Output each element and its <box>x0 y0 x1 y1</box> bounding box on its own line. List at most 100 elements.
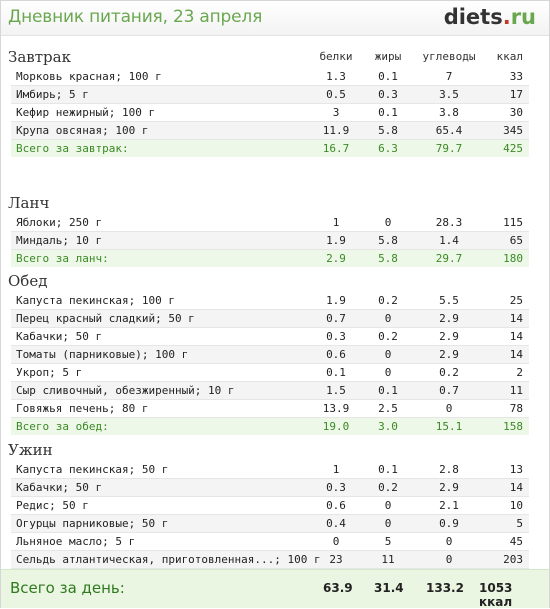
carbs-value: 29.7 <box>435 252 463 265</box>
protein-value: 1.9 <box>326 294 346 307</box>
food-row: Томаты (парниковые); 100 г 0.6 0 2.9 14 <box>11 346 529 364</box>
col-carbs: углеводы <box>422 50 476 63</box>
protein-value: 0.3 <box>326 330 346 343</box>
food-name: Сельдь атлантическая, приготовленная...;… <box>16 553 321 566</box>
food-name: Редис; 50 г <box>16 499 89 512</box>
carbs-value: 1.4 <box>439 234 459 247</box>
site-logo[interactable]: diets.ru <box>444 5 536 29</box>
day-total-bar: Всего за день: 63.9 31.4 133.2 1053 ккал <box>1 569 549 609</box>
kcal-value: 33 <box>509 70 523 83</box>
day-total-carbs: 133.2 <box>426 581 464 595</box>
carbs-value: 0 <box>445 535 453 548</box>
food-row: Кабачки; 50 г 0.3 0.2 2.9 14 <box>11 328 529 346</box>
food-name: Огурцы парниковые; 50 г <box>16 517 169 530</box>
kcal-value: 2 <box>516 366 523 379</box>
fat-value: 0 <box>384 517 392 530</box>
day-total-protein: 63.9 <box>323 581 353 595</box>
fat-value: 0.3 <box>378 88 398 101</box>
carbs-value: 0 <box>445 553 453 566</box>
food-row: Говяжья печень; 80 г 13.9 2.5 0 78 <box>11 400 529 418</box>
food-row: Кефир нежирный; 100 г 3 0.1 3.8 30 <box>11 104 529 122</box>
carbs-value: 2.8 <box>439 463 459 476</box>
carbs-value: 0.9 <box>439 517 459 530</box>
food-name: Яблоки; 250 г <box>16 216 103 229</box>
food-row: Имбирь; 5 г 0.5 0.3 3.5 17 <box>11 86 529 104</box>
protein-value: 0.5 <box>326 88 346 101</box>
meal-title: Ужин <box>8 441 53 459</box>
food-name: Говяжья печень; 80 г <box>16 402 149 415</box>
carbs-value: 15.1 <box>435 420 463 433</box>
carbs-value: 28.3 <box>435 216 463 229</box>
food-row: Кабачки; 50 г 0.3 0.2 2.9 14 <box>11 479 529 497</box>
carbs-value: 5.5 <box>439 294 459 307</box>
protein-value: 19.0 <box>322 420 350 433</box>
fat-value: 0.1 <box>378 106 398 119</box>
fat-value: 11 <box>381 553 395 566</box>
food-row: Капуста пекинская; 50 г 1 0.1 2.8 13 <box>11 461 529 479</box>
fat-value: 0 <box>384 366 392 379</box>
protein-value: 11.9 <box>322 124 350 137</box>
kcal-value: 65 <box>509 234 523 247</box>
food-row: Огурцы парниковые; 50 г 0.4 0 0.9 5 <box>11 515 529 533</box>
day-total-kcal: 1053 ккал <box>479 581 513 609</box>
food-row: Крупа овсяная; 100 г 11.9 5.8 65.4 345 <box>11 122 529 140</box>
fat-value: 0.1 <box>378 384 398 397</box>
food-name: Миндаль; 10 г <box>16 234 103 247</box>
food-name: Капуста пекинская; 50 г <box>16 463 169 476</box>
kcal-value: 25 <box>509 294 523 307</box>
fat-value: 5 <box>384 535 392 548</box>
carbs-value: 0 <box>445 402 453 415</box>
fat-value: 0.2 <box>378 481 398 494</box>
food-name: Перец красный сладкий; 50 г <box>16 312 195 325</box>
protein-value: 1.9 <box>326 234 346 247</box>
fat-value: 0 <box>384 348 392 361</box>
carbs-value: 2.9 <box>439 348 459 361</box>
protein-value: 1 <box>332 463 340 476</box>
kcal-value: 30 <box>509 106 523 119</box>
food-name: Кефир нежирный; 100 г <box>16 106 156 119</box>
logo-dot: . <box>502 5 511 29</box>
day-total-label: Всего за день: <box>10 579 125 597</box>
food-name: Льняное масло; 5 г <box>16 535 136 548</box>
fat-value: 5.8 <box>378 124 398 137</box>
kcal-value: 17 <box>509 88 523 101</box>
protein-value: 23 <box>329 553 343 566</box>
protein-value: 3 <box>332 106 340 119</box>
meal-total-row: Всего за завтрак: 16.7 6.3 79.7 425 <box>11 140 529 157</box>
day-total-fat: 31.4 <box>374 581 404 595</box>
kcal-value: 10 <box>509 499 523 512</box>
kcal-value: 14 <box>509 312 523 325</box>
food-row: Льняное масло; 5 г 0 5 0 45 <box>11 533 529 551</box>
carbs-value: 0.2 <box>439 366 459 379</box>
fat-value: 0 <box>384 499 392 512</box>
kcal-value: 14 <box>509 481 523 494</box>
food-name: Крупа овсяная; 100 г <box>16 124 149 137</box>
food-row: Миндаль; 10 г 1.9 5.8 1.4 65 <box>11 232 529 250</box>
protein-value: 1 <box>332 216 340 229</box>
carbs-value: 7 <box>445 70 453 83</box>
fat-value: 3.0 <box>378 420 398 433</box>
food-name: Капуста пекинская; 100 г <box>16 294 175 307</box>
food-row: Укроп; 5 г 0.1 0 0.2 2 <box>11 364 529 382</box>
col-fat: жиры <box>374 50 402 63</box>
fat-value: 0 <box>384 312 392 325</box>
protein-value: 0.1 <box>326 366 346 379</box>
protein-value: 0.7 <box>326 312 346 325</box>
kcal-value: 14 <box>509 348 523 361</box>
kcal-value: 5 <box>516 517 523 530</box>
column-headers: белки жиры углеводы ккал <box>1 50 549 64</box>
kcal-value: 425 <box>503 142 523 155</box>
kcal-value: 13 <box>509 463 523 476</box>
food-row: Сельдь атлантическая, приготовленная...;… <box>11 551 529 569</box>
kcal-value: 78 <box>509 402 523 415</box>
carbs-value: 2.9 <box>439 330 459 343</box>
protein-value: 0 <box>332 535 340 548</box>
protein-value: 2.9 <box>326 252 346 265</box>
food-name: Морковь красная; 100 г <box>16 70 162 83</box>
kcal-value: 11 <box>509 384 523 397</box>
food-name: Имбирь; 5 г <box>16 88 89 101</box>
carbs-value: 2.9 <box>439 312 459 325</box>
food-name: Всего за обед: <box>16 420 109 433</box>
kcal-value: 158 <box>503 420 523 433</box>
page-title: Дневник питания, 23 апреля <box>8 7 263 27</box>
